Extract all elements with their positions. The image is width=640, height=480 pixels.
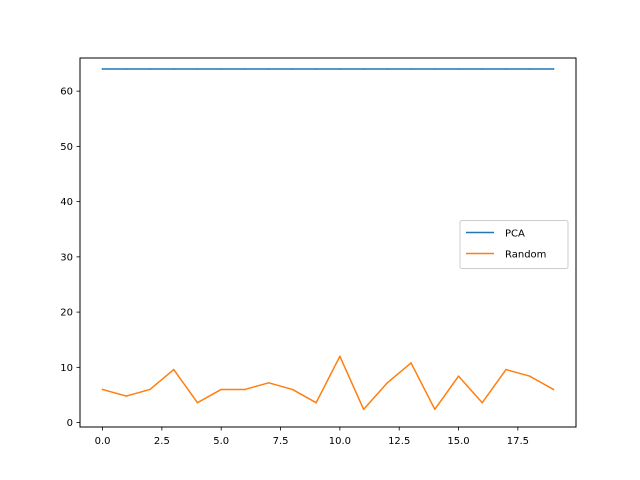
legend-item-pca: PCA (466, 229, 525, 240)
data-point (457, 68, 460, 70)
data-point (386, 382, 389, 384)
x-tick-label: 15.0 (447, 436, 469, 447)
data-point (172, 68, 175, 70)
data-point (267, 68, 270, 70)
data-point (552, 68, 555, 70)
data-point (196, 68, 199, 70)
data-point (244, 68, 246, 70)
data-point (196, 401, 199, 404)
series-line-random (101, 355, 555, 411)
data-point (315, 68, 317, 70)
legend-label: PCA (505, 229, 525, 240)
x-tick-label: 10.0 (329, 436, 351, 447)
y-tick-label: 10 (60, 363, 73, 374)
plot-frame (79, 57, 577, 428)
legend: PCA Random (459, 220, 569, 269)
data-point (149, 68, 151, 70)
data-point (434, 68, 436, 70)
data-point (528, 68, 531, 70)
y-tick-label: 60 (60, 87, 73, 98)
data-point (101, 68, 104, 70)
data-point (505, 368, 507, 371)
legend-label: Random (505, 250, 546, 261)
y-tick-label: 50 (60, 142, 73, 153)
data-point (125, 68, 128, 70)
data-point (244, 388, 246, 391)
data-point (505, 68, 507, 70)
data-point (457, 375, 460, 377)
y-tick-label: 20 (60, 308, 73, 319)
data-point (220, 388, 222, 391)
x-tick-label: 2.5 (154, 436, 170, 447)
data-point (481, 401, 484, 404)
series-random (101, 355, 555, 411)
y-tick-label: 30 (60, 252, 73, 263)
data-point (149, 388, 151, 391)
data-point (528, 375, 531, 377)
data-point (386, 68, 389, 70)
y-tick-label: 0 (67, 418, 73, 429)
data-point (339, 68, 341, 70)
data-point (362, 408, 365, 411)
data-point (220, 68, 222, 70)
data-point (172, 368, 175, 371)
y-tick-label: 40 (60, 197, 73, 208)
series-layer (101, 68, 555, 411)
data-point (339, 355, 341, 358)
data-point (101, 388, 104, 391)
data-point (125, 395, 128, 397)
x-tick-label: 12.5 (388, 436, 410, 447)
y-axis: 0 10 20 30 40 50 60 (60, 87, 80, 429)
x-tick-label: 17.5 (507, 436, 529, 447)
x-tick-label: 7.5 (273, 436, 289, 447)
data-point (481, 68, 484, 70)
data-point (315, 401, 317, 404)
data-point (362, 68, 365, 70)
data-point (267, 382, 270, 384)
x-axis: 0.0 2.5 5.0 7.5 10.0 12.5 15.0 17.5 (95, 427, 529, 447)
data-point (291, 388, 294, 391)
data-point (410, 68, 412, 70)
x-tick-label: 0.0 (95, 436, 111, 447)
x-tick-label: 5.0 (213, 436, 229, 447)
legend-item-random: Random (466, 250, 546, 261)
series-pca (101, 68, 555, 70)
data-point (410, 362, 412, 364)
data-point (552, 388, 555, 391)
data-point (434, 408, 436, 411)
data-point (291, 68, 294, 70)
